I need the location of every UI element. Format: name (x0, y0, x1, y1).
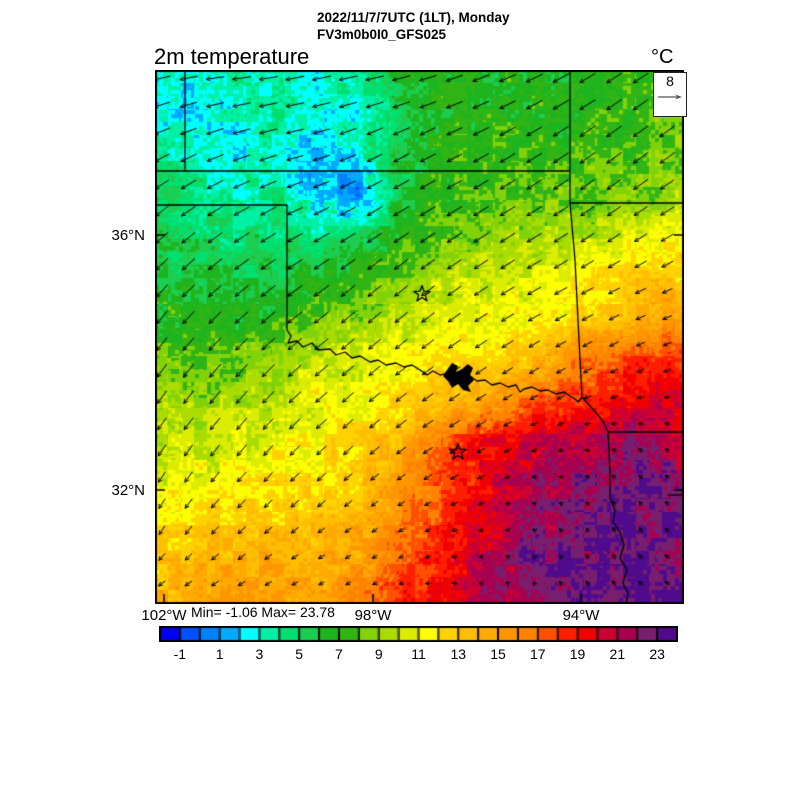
lat-label-36n: 36°N (111, 227, 145, 244)
header-datetime: 2022/11/7/7UTC (1LT), Monday (317, 10, 510, 25)
colorbar-tick-label: 15 (490, 646, 506, 662)
wind-reference-value: 8 (666, 73, 674, 89)
colorbar-tick-label: 19 (569, 646, 586, 662)
colorbar-tick-label: 7 (335, 646, 343, 662)
colorbar-tick-label: 11 (411, 646, 426, 662)
unit-label: °C (651, 46, 674, 68)
colorbar-tick-label: 23 (649, 646, 665, 662)
wind-reference-box: 8 (653, 72, 687, 117)
colorbar-tick-label: -1 (173, 646, 187, 662)
lon-label-102w: 102°W (141, 607, 187, 624)
colorbar-tick-label: 5 (295, 646, 304, 662)
colorbar-canvas (159, 626, 678, 642)
colorbar-tick-label: 1 (215, 646, 224, 662)
colorbar-tick-label: 3 (255, 646, 264, 662)
lon-label-98w: 98°W (354, 607, 392, 624)
header-model-id: FV3m0b0I0_GFS025 (317, 27, 447, 42)
lon-label-94w: 94°W (562, 607, 600, 624)
colorbar-tick-label: 9 (374, 646, 383, 662)
wind-reference-arrow-icon (658, 94, 682, 100)
colorbar-tick-label: 17 (530, 646, 546, 662)
min-max-stats: Min= -1.06 Max= 23.78 (191, 604, 335, 620)
map-title: 2m temperature (154, 44, 310, 69)
temperature-map-canvas (155, 70, 684, 604)
colorbar-tick-label: 21 (609, 646, 626, 662)
lat-label-32n: 32°N (111, 482, 145, 499)
colorbar-tick-label: 13 (450, 646, 467, 662)
